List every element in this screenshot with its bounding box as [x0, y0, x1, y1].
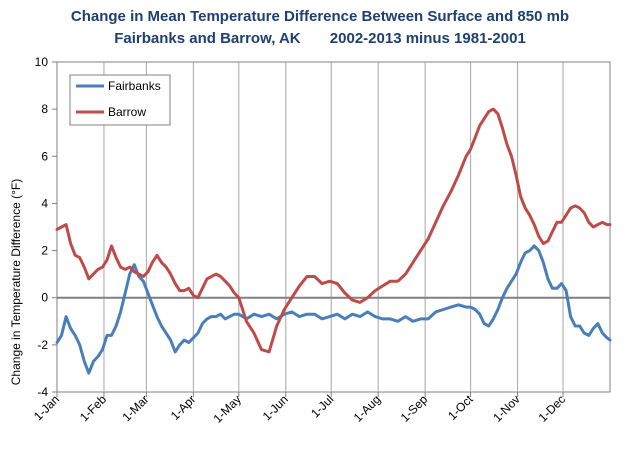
legend-label-barrow: Barrow: [108, 105, 146, 119]
y-tick-label: 10: [35, 55, 49, 69]
y-tick-label: 8: [41, 102, 48, 116]
series-line-fairbanks: [55, 244, 612, 375]
x-tick-label: 1-Oct: [445, 392, 476, 423]
y-tick-label: 4: [41, 196, 48, 210]
x-tick-label: 1-Jul: [308, 392, 336, 420]
y-tick-label: -4: [37, 385, 48, 399]
x-tick-label: 1-Apr: [168, 392, 199, 423]
chart-subtitle: Fairbanks and Barrow, AK 2002-2013 minus…: [114, 30, 526, 47]
legend-label-fairbanks: Fairbanks: [108, 79, 161, 93]
x-tick-label: 1-Nov: [490, 392, 523, 425]
y-tick-label: -2: [37, 338, 48, 352]
chart-title: Change in Mean Temperature Difference Be…: [70, 8, 570, 25]
legend: Fairbanks Barrow: [69, 74, 171, 126]
y-tick-label: 0: [41, 291, 48, 305]
x-tick-label: 1-Mar: [119, 392, 151, 424]
y-axis-label: Change in Temperature Difference (°F): [9, 179, 23, 385]
x-tick-label: 1-May: [210, 392, 243, 425]
legend-box: [69, 74, 171, 126]
y-tick-label: 6: [41, 149, 48, 163]
plot-frame: [56, 61, 611, 393]
x-tick-label: 1-Aug: [351, 392, 384, 425]
y-tick-label: 2: [41, 244, 48, 258]
x-tick-label: 1-Dec: [536, 392, 569, 425]
series-line-barrow: [55, 107, 612, 354]
